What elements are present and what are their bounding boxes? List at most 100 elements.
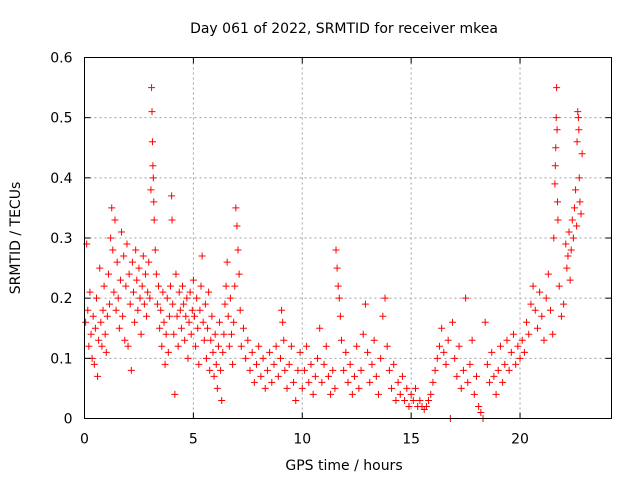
data-point bbox=[379, 312, 387, 320]
data-point bbox=[554, 216, 562, 224]
data-point bbox=[216, 318, 224, 326]
data-point bbox=[394, 378, 402, 386]
data-point bbox=[168, 216, 176, 224]
data-point bbox=[226, 294, 234, 302]
data-point bbox=[344, 378, 352, 386]
data-point bbox=[172, 270, 180, 278]
x-tick-label: 20 bbox=[511, 432, 529, 448]
data-point bbox=[490, 372, 498, 380]
data-point bbox=[575, 174, 583, 182]
data-point bbox=[123, 240, 131, 248]
data-points bbox=[82, 84, 586, 422]
data-point bbox=[106, 300, 114, 308]
data-point bbox=[190, 312, 198, 320]
data-point bbox=[101, 330, 109, 338]
data-point bbox=[125, 270, 133, 278]
data-point bbox=[109, 246, 117, 254]
data-point bbox=[381, 294, 389, 302]
data-point bbox=[143, 312, 151, 320]
y-axis-label: SRMTID / TECUs bbox=[8, 182, 24, 295]
data-point bbox=[87, 330, 95, 338]
data-point bbox=[219, 348, 227, 356]
data-point bbox=[118, 228, 126, 236]
data-point bbox=[372, 372, 380, 380]
data-point bbox=[279, 318, 287, 326]
data-point bbox=[270, 360, 278, 368]
data-point bbox=[477, 408, 485, 416]
axis-ticks: 0 0.1 0.2 0.3 0.4 0.5 0.6 0 5 10 15 20 bbox=[50, 51, 612, 448]
data-point bbox=[175, 288, 183, 296]
data-point bbox=[135, 264, 143, 272]
data-point bbox=[207, 336, 215, 344]
y-tick-label: 0.6 bbox=[50, 51, 72, 67]
data-point bbox=[218, 396, 226, 404]
data-point bbox=[137, 330, 145, 338]
data-point bbox=[573, 222, 581, 230]
data-point bbox=[435, 342, 443, 350]
data-point bbox=[148, 108, 156, 116]
data-point bbox=[551, 180, 559, 188]
data-point bbox=[214, 342, 222, 350]
data-point bbox=[140, 300, 148, 308]
data-point bbox=[242, 354, 250, 362]
data-point bbox=[540, 336, 548, 344]
data-point bbox=[222, 282, 230, 290]
data-point bbox=[95, 336, 103, 344]
data-point bbox=[103, 312, 111, 320]
data-point bbox=[188, 306, 196, 314]
data-point bbox=[232, 204, 240, 212]
data-point bbox=[90, 360, 98, 368]
data-point bbox=[98, 342, 106, 350]
data-point bbox=[547, 306, 555, 314]
data-point bbox=[318, 378, 326, 386]
data-point bbox=[512, 360, 520, 368]
data-point bbox=[129, 288, 137, 296]
data-point bbox=[189, 276, 197, 284]
data-point bbox=[187, 330, 195, 338]
data-point bbox=[209, 348, 217, 356]
data-point bbox=[84, 306, 92, 314]
data-point bbox=[160, 318, 168, 326]
data-point bbox=[294, 366, 302, 374]
data-point bbox=[231, 282, 239, 290]
data-point bbox=[525, 330, 533, 338]
data-point bbox=[544, 270, 552, 278]
data-point bbox=[86, 288, 94, 296]
data-point bbox=[127, 366, 135, 374]
data-point bbox=[492, 390, 500, 398]
data-point bbox=[442, 360, 450, 368]
data-point bbox=[170, 330, 178, 338]
data-point bbox=[409, 396, 417, 404]
data-point bbox=[563, 264, 571, 272]
data-point bbox=[167, 282, 175, 290]
data-point bbox=[527, 300, 535, 308]
x-axis-label: GPS time / hours bbox=[285, 458, 402, 474]
data-point bbox=[168, 192, 176, 200]
data-point bbox=[151, 246, 159, 254]
data-point bbox=[234, 246, 242, 254]
data-point bbox=[149, 162, 157, 170]
data-point bbox=[555, 282, 563, 290]
data-point bbox=[206, 366, 214, 374]
data-point bbox=[116, 276, 124, 284]
data-point bbox=[92, 294, 100, 302]
data-point bbox=[268, 378, 276, 386]
data-point bbox=[278, 306, 286, 314]
data-point bbox=[307, 360, 315, 368]
data-point bbox=[300, 366, 308, 374]
data-point bbox=[171, 390, 179, 398]
data-point bbox=[177, 324, 185, 332]
data-point bbox=[574, 108, 582, 116]
data-point bbox=[499, 378, 507, 386]
data-point bbox=[566, 276, 574, 284]
data-point bbox=[266, 348, 274, 356]
x-tick-label: 0 bbox=[80, 432, 89, 448]
data-point bbox=[351, 372, 359, 380]
data-point bbox=[196, 306, 204, 314]
data-point bbox=[202, 354, 210, 362]
data-point bbox=[573, 138, 581, 146]
data-point bbox=[108, 204, 116, 212]
data-point bbox=[237, 342, 245, 350]
x-tick-label: 5 bbox=[189, 432, 198, 448]
